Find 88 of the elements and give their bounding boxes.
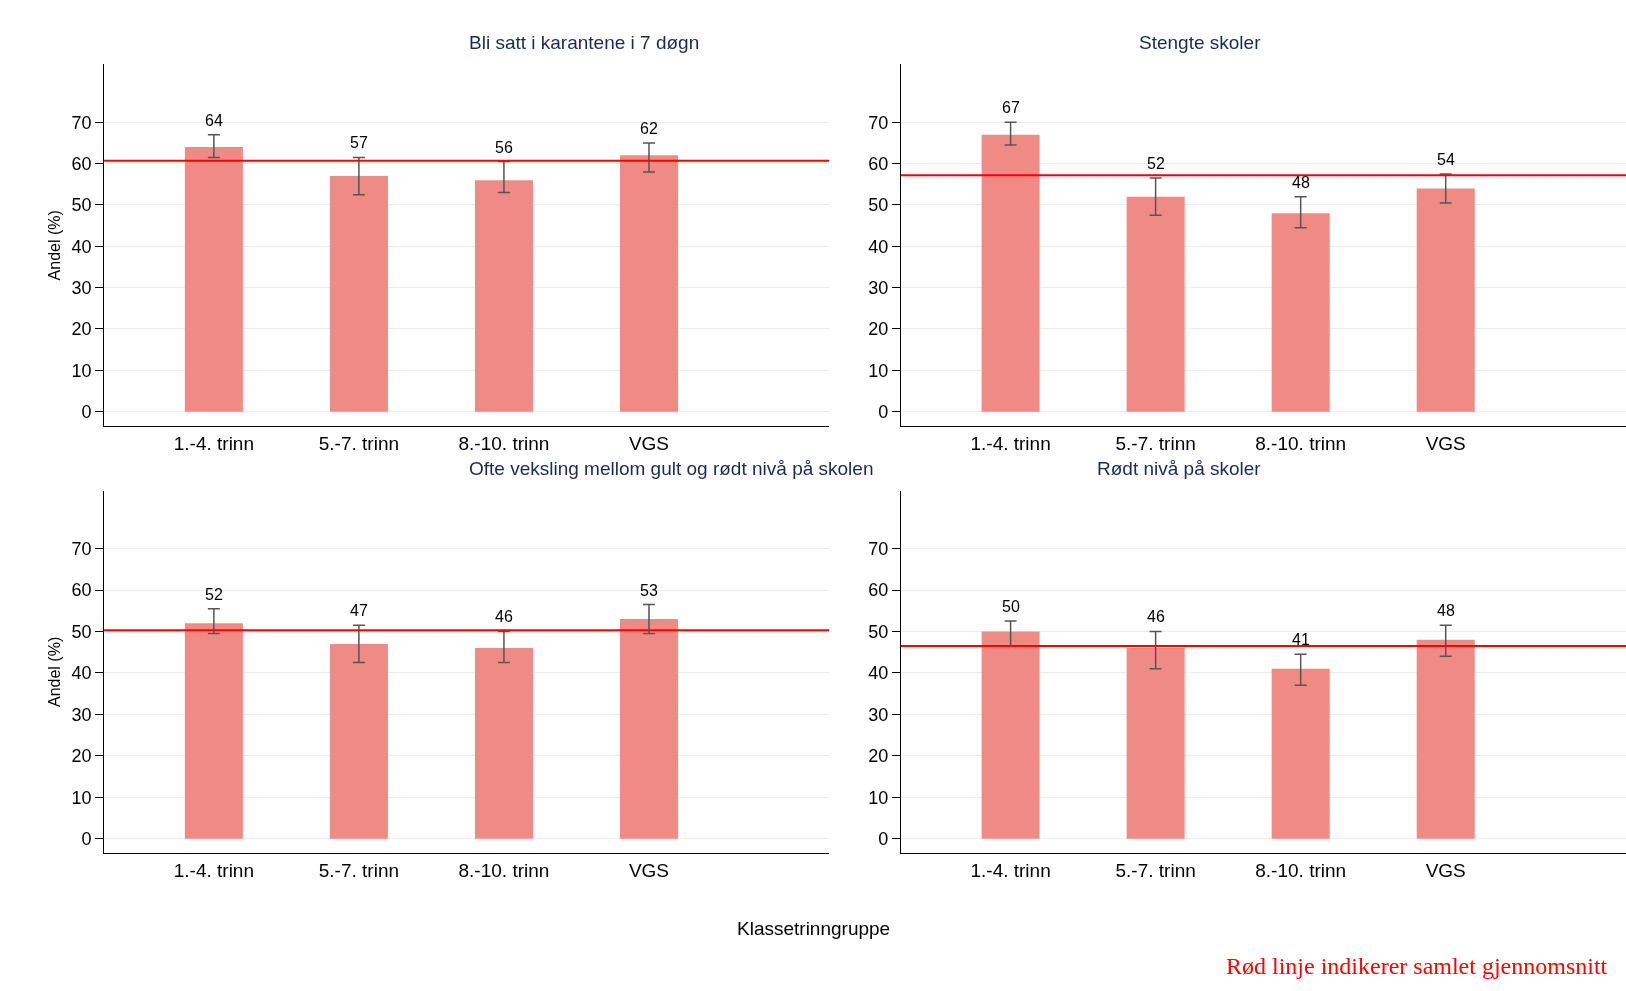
x-tick-label: 5.-7. trinn bbox=[1115, 860, 1196, 882]
y-tick-label: 20 bbox=[71, 746, 92, 767]
y-tick-label: 10 bbox=[71, 787, 92, 808]
data-label: 67 bbox=[1002, 99, 1020, 116]
y-axis-title: Andel (%) bbox=[46, 210, 64, 281]
y-tick-label: 30 bbox=[71, 277, 92, 298]
x-tick-label: 5.-7. trinn bbox=[318, 432, 400, 454]
data-label: 48 bbox=[1437, 602, 1455, 619]
data-label: 57 bbox=[350, 134, 368, 151]
chart-title: Bli satt i karantene i 7 døgn bbox=[469, 32, 700, 53]
y-tick-label: 70 bbox=[868, 112, 889, 133]
bar bbox=[1271, 668, 1330, 839]
x-tick-label: 8.-10. trinn bbox=[1255, 432, 1347, 454]
x-tick-label: 8.-10. trinn bbox=[1255, 860, 1347, 882]
data-label: 53 bbox=[640, 582, 658, 599]
y-tick-label: 70 bbox=[71, 538, 92, 559]
y-tick-label: 0 bbox=[81, 401, 92, 422]
data-label: 41 bbox=[1292, 631, 1310, 648]
bar bbox=[1126, 648, 1185, 839]
data-label: 62 bbox=[640, 120, 658, 137]
data-label: 46 bbox=[1147, 608, 1165, 625]
y-tick-label: 30 bbox=[868, 277, 889, 298]
y-tick-label: 40 bbox=[71, 236, 92, 257]
y-tick-label: 20 bbox=[71, 319, 92, 340]
bar bbox=[619, 619, 678, 839]
x-tick-label: 5.-7. trinn bbox=[318, 860, 400, 882]
bar bbox=[474, 648, 533, 839]
x-tick-label: VGS bbox=[628, 432, 670, 454]
y-tick-label: 0 bbox=[878, 829, 889, 850]
x-tick-label: 1.-4. trinn bbox=[173, 432, 254, 454]
y-tick-label: 0 bbox=[878, 401, 889, 422]
y-tick-label: 60 bbox=[71, 153, 92, 174]
y-tick-label: 0 bbox=[81, 829, 92, 850]
y-tick-label: 60 bbox=[868, 580, 889, 601]
y-tick-label: 10 bbox=[868, 360, 889, 381]
bar bbox=[184, 623, 243, 839]
chart-title: Stengte skoler bbox=[1139, 32, 1262, 53]
bar bbox=[1126, 196, 1185, 412]
y-tick-label: 50 bbox=[71, 195, 92, 216]
y-tick-label: 20 bbox=[868, 319, 889, 340]
y-tick-label: 50 bbox=[71, 621, 92, 642]
y-tick-label: 60 bbox=[71, 580, 92, 601]
x-tick-label: VGS bbox=[1425, 860, 1466, 882]
bar bbox=[1271, 213, 1330, 412]
bar bbox=[1416, 188, 1475, 412]
bar bbox=[474, 180, 533, 412]
text: Rød linje indikerer samlet gjennomsnitt bbox=[1226, 953, 1608, 979]
bar bbox=[1416, 639, 1475, 839]
y-tick-label: 10 bbox=[71, 360, 92, 381]
y-tick-label: 40 bbox=[71, 663, 92, 684]
x-tick-label: VGS bbox=[628, 860, 670, 882]
bar bbox=[619, 155, 678, 412]
y-tick-label: 70 bbox=[71, 112, 92, 133]
y-tick-label: 30 bbox=[71, 704, 92, 725]
data-label: 48 bbox=[1292, 174, 1310, 191]
chart-title: Rødt nivå på skoler bbox=[1097, 458, 1262, 479]
data-label: 52 bbox=[205, 586, 223, 603]
x-tick-label: VGS bbox=[1425, 432, 1466, 454]
x-tick-label: 8.-10. trinn bbox=[458, 860, 550, 882]
data-label: 46 bbox=[495, 608, 513, 625]
data-label: 54 bbox=[1437, 151, 1455, 168]
y-tick-label: 20 bbox=[868, 746, 889, 767]
y-tick-label: 10 bbox=[868, 787, 889, 808]
y-tick-label: 40 bbox=[868, 236, 889, 257]
y-tick-label: 30 bbox=[868, 704, 889, 725]
x-tick-label: 1.-4. trinn bbox=[173, 860, 254, 882]
data-label: 64 bbox=[205, 112, 223, 129]
y-tick-label: 50 bbox=[868, 621, 889, 642]
data-label: 56 bbox=[495, 139, 513, 156]
x-axis-title: Klassetrinngruppe bbox=[737, 918, 891, 939]
bar bbox=[981, 134, 1040, 412]
data-label: 47 bbox=[350, 602, 368, 619]
x-tick-label: 5.-7. trinn bbox=[1115, 432, 1196, 454]
y-tick-label: 70 bbox=[868, 538, 889, 559]
bar bbox=[184, 147, 243, 412]
bar bbox=[981, 631, 1040, 839]
y-tick-label: 50 bbox=[868, 195, 889, 216]
chart-title: Ofte veksling mellom gult og rødt nivå på skolen bbox=[469, 458, 874, 479]
y-tick-label: 60 bbox=[868, 153, 889, 174]
data-label: 50 bbox=[1002, 598, 1020, 615]
x-tick-label: 1.-4. trinn bbox=[970, 432, 1051, 454]
data-label: 52 bbox=[1147, 155, 1165, 172]
bar bbox=[329, 176, 388, 412]
x-tick-label: 1.-4. trinn bbox=[970, 860, 1051, 882]
x-tick-label: 8.-10. trinn bbox=[458, 432, 550, 454]
y-axis-title: Andel (%) bbox=[46, 636, 64, 708]
y-tick-label: 40 bbox=[868, 663, 889, 684]
bar bbox=[329, 643, 388, 839]
